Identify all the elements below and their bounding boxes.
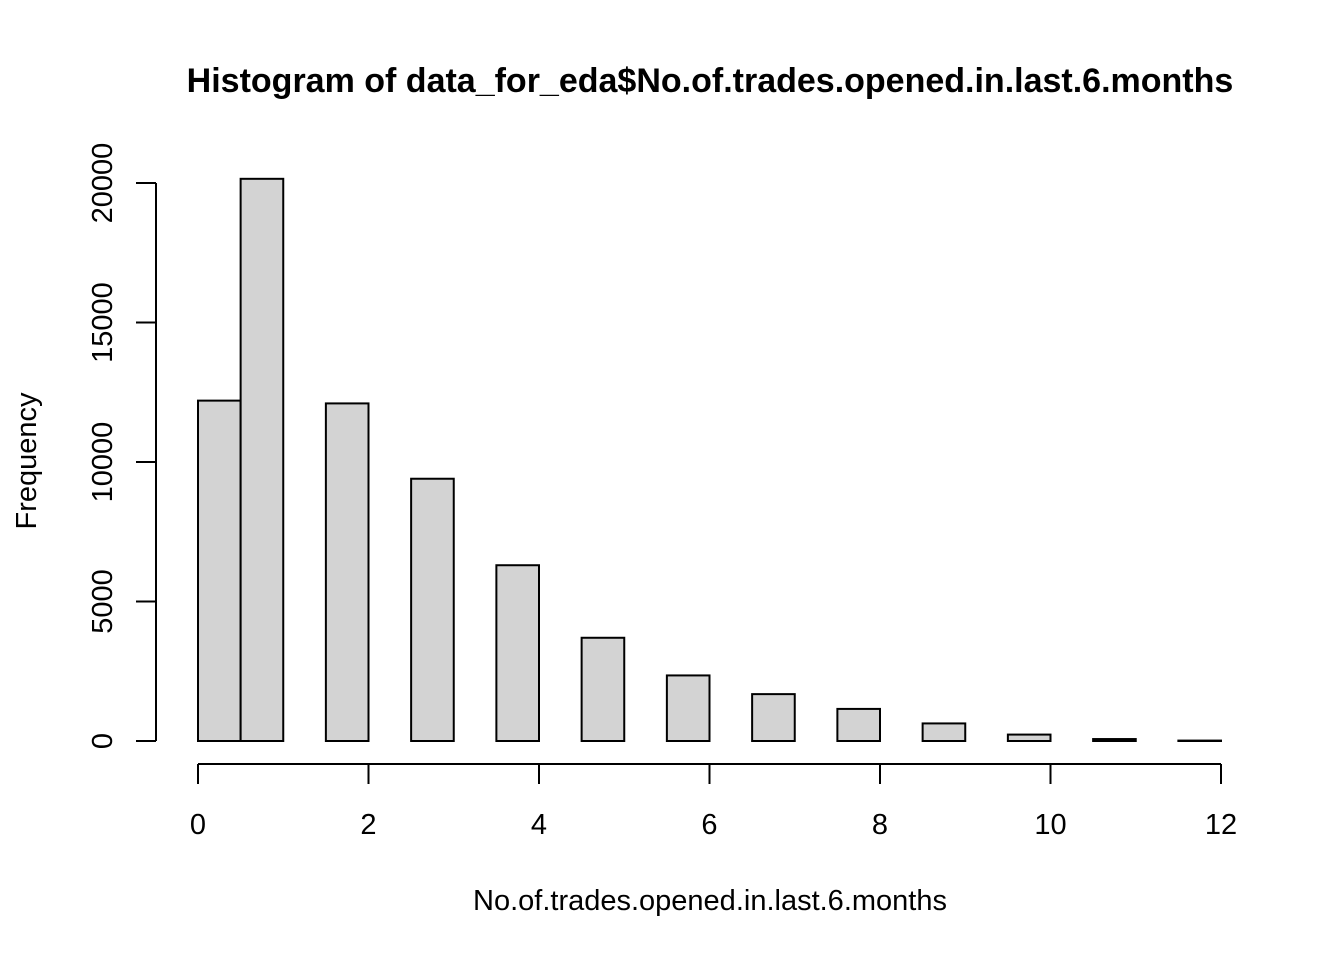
x-tick-label-2: 4 <box>531 809 547 841</box>
histogram-bar-11 <box>665 674 711 742</box>
histogram-bar-0 <box>197 399 242 742</box>
histogram-bar-13 <box>751 693 796 742</box>
bars-group <box>197 177 1222 743</box>
y-axis-label: Frequency <box>11 392 43 530</box>
y-tick-label-2: 10000 <box>87 422 119 503</box>
histogram-bar-15 <box>836 707 881 742</box>
chart-title: Histogram of data_for_eda$No.of.trades.o… <box>187 62 1234 100</box>
y-tick-label-3: 15000 <box>87 282 119 363</box>
histogram-bar-1 <box>239 177 285 742</box>
x-tick-label-4: 8 <box>872 809 888 841</box>
y-tick-label-0: 0 <box>87 733 119 749</box>
histogram-bar-9 <box>580 636 626 743</box>
y-axis: 0 5000 10000 15000 20000 <box>87 143 157 749</box>
y-tick-label-4: 20000 <box>87 143 119 224</box>
x-tick-label-5: 10 <box>1034 809 1066 841</box>
x-axis: 0 2 4 6 8 10 12 <box>190 763 1237 841</box>
x-tick-label-3: 6 <box>701 809 717 841</box>
histogram-bar-7 <box>495 564 540 742</box>
x-axis-label: No.of.trades.opened.in.last.6.months <box>473 885 947 917</box>
x-tick-label-0: 0 <box>190 809 206 841</box>
histogram-bar-19 <box>1006 733 1052 743</box>
y-tick-label-1: 5000 <box>87 569 119 634</box>
histogram-bar-3 <box>324 402 370 742</box>
x-tick-label-6: 12 <box>1205 809 1237 841</box>
histogram-bar-21 <box>1092 738 1137 742</box>
histogram-bar-5 <box>410 477 455 742</box>
x-tick-label-1: 2 <box>360 809 376 841</box>
histogram-bar-17 <box>921 722 967 742</box>
